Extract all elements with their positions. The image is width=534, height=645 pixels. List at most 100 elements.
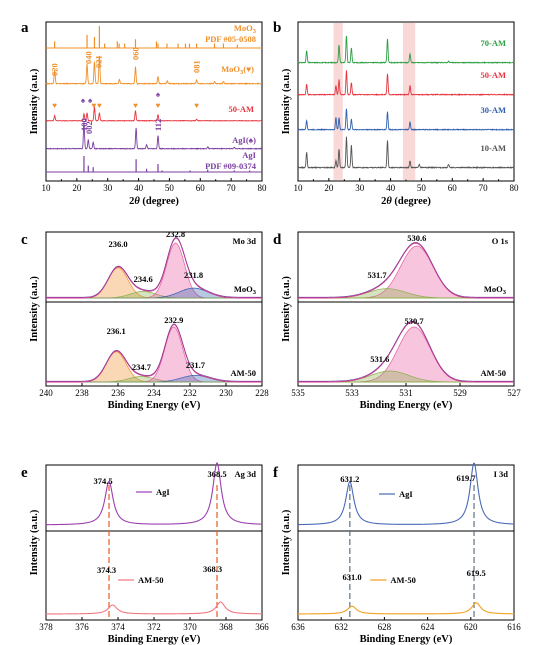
xrd-pattern-1 xyxy=(45,55,263,85)
x-tick-label: 236 xyxy=(111,388,125,398)
fit-envelope xyxy=(298,242,514,299)
panel-title: I 3d xyxy=(494,469,509,479)
raw-data xyxy=(46,323,262,382)
heart-marker: ♥ xyxy=(156,101,161,110)
label-10-AM: 10-AM xyxy=(481,143,507,153)
xps-curve xyxy=(298,602,515,615)
x-tick-label: 10 xyxy=(42,183,52,193)
x-tick-label: 40 xyxy=(386,183,396,193)
hkl-agi: 100 xyxy=(79,118,89,131)
peak-label: 619.5 xyxy=(467,568,486,578)
x-tick-label: 628 xyxy=(378,622,392,632)
y-axis-label: Intensity (a.u.) xyxy=(29,276,40,342)
xrd-pattern-2 xyxy=(45,106,263,122)
x-tick-label: 50 xyxy=(165,183,175,193)
hkl-agi: 002 xyxy=(84,121,94,134)
y-axis-label: Intensity (a.u.) xyxy=(29,509,40,575)
peak-label: 231.7 xyxy=(186,360,206,370)
x-axis-label: 2θ (degree) xyxy=(381,196,431,207)
peak-label: 234.6 xyxy=(134,274,153,284)
hkl-moo3: 081 xyxy=(192,60,202,73)
label-50am: 50-AM xyxy=(229,104,255,114)
x-tick-label: 370 xyxy=(183,622,197,632)
x-tick-label: 50 xyxy=(417,183,427,193)
x-tick-label: 531 xyxy=(399,388,413,398)
panel-e-frame xyxy=(45,464,263,621)
label-70-AM: 70-AM xyxy=(481,38,507,48)
label-agi: AgI xyxy=(242,150,256,160)
x-tick-label: 376 xyxy=(75,622,89,632)
heart-marker: ♥ xyxy=(91,101,96,110)
y-axis-label: Intensity (a.u.) xyxy=(281,68,292,134)
x-tick-label: 240 xyxy=(39,388,53,398)
label-moo3-pattern: MoO3(♥) xyxy=(221,64,254,76)
peak-label: 374.5 xyxy=(93,476,112,486)
x-tick-label: 527 xyxy=(507,388,521,398)
xps-curve xyxy=(45,462,263,526)
subplot-label: AM-50 xyxy=(481,368,507,378)
xrd-pattern-b-2 xyxy=(297,108,515,132)
peak-label: 530.6 xyxy=(407,233,426,243)
label-30-AM: 30-AM xyxy=(481,105,507,115)
x-tick-label: 60 xyxy=(448,183,458,193)
label-moo3: MoO3 xyxy=(234,23,257,35)
panel-f-frame xyxy=(297,464,515,621)
fit-component xyxy=(298,245,514,299)
x-tick-label: 10 xyxy=(294,183,304,193)
panel-letter: d xyxy=(273,232,282,248)
panel-letter: e xyxy=(21,465,28,481)
legend-label: AgI xyxy=(156,487,170,497)
x-tick-label: 30 xyxy=(103,183,113,193)
x-tick-label: 374 xyxy=(111,622,125,632)
label-agi-pattern: AgI(♠) xyxy=(232,135,256,145)
peak-label: 231.8 xyxy=(184,270,203,280)
panel-title: Mo 3d xyxy=(233,236,257,246)
x-tick-label: 624 xyxy=(421,622,435,632)
legend-label: AM-50 xyxy=(138,575,164,585)
panel-title: O 1s xyxy=(492,236,509,246)
x-tick-label: 70 xyxy=(479,183,489,193)
x-tick-label: 30 xyxy=(355,183,365,193)
panel-c-frame xyxy=(45,231,263,387)
x-tick-label: 372 xyxy=(147,622,161,632)
x-tick-label: 616 xyxy=(507,622,521,632)
highlight-band xyxy=(402,23,416,180)
x-tick-label: 230 xyxy=(219,388,233,398)
fit-envelope xyxy=(46,324,262,383)
x-tick-label: 228 xyxy=(255,388,269,398)
spade-marker: ♠ xyxy=(88,96,93,105)
raw-data xyxy=(298,320,514,382)
x-tick-label: 60 xyxy=(196,183,206,193)
peak-label: 368.5 xyxy=(207,469,226,479)
peak-label: 631.2 xyxy=(340,474,359,484)
heart-marker: ♥ xyxy=(97,101,102,110)
xrd-pattern-b-3 xyxy=(297,136,515,170)
peak-label: 531.7 xyxy=(368,270,388,280)
subplot-label: MoO3 xyxy=(484,284,507,296)
x-tick-label: 529 xyxy=(453,388,467,398)
x-tick-label: 535 xyxy=(291,388,305,398)
x-tick-label: 368 xyxy=(219,622,233,632)
peak-label: 530.7 xyxy=(405,316,425,326)
fit-envelope xyxy=(46,237,262,299)
panel-letter: b xyxy=(273,20,281,36)
peak-label: 234.7 xyxy=(132,362,152,372)
x-tick-label: 20 xyxy=(72,183,82,193)
x-tick-label: 40 xyxy=(134,183,144,193)
heart-marker: ♥ xyxy=(52,101,57,110)
xrd-pattern-b-1 xyxy=(297,70,515,97)
x-axis-label: Binding Energy (eV) xyxy=(108,634,201,645)
x-tick-label: 80 xyxy=(510,183,520,193)
spade-marker: ♠ xyxy=(156,90,161,99)
label-50-AM: 50-AM xyxy=(481,70,507,80)
x-axis-label: Binding Energy (eV) xyxy=(360,634,453,645)
heart-marker: ♥ xyxy=(133,101,138,110)
subplot-label: MoO3 xyxy=(234,284,257,296)
raw-data xyxy=(298,242,514,298)
hkl-moo3: 020 xyxy=(50,63,60,76)
label-moo3-pdf: PDF #05-0508 xyxy=(205,34,256,44)
x-tick-label: 620 xyxy=(464,622,478,632)
panel-letter: a xyxy=(21,20,29,36)
spade-marker: ♠ xyxy=(81,96,86,105)
